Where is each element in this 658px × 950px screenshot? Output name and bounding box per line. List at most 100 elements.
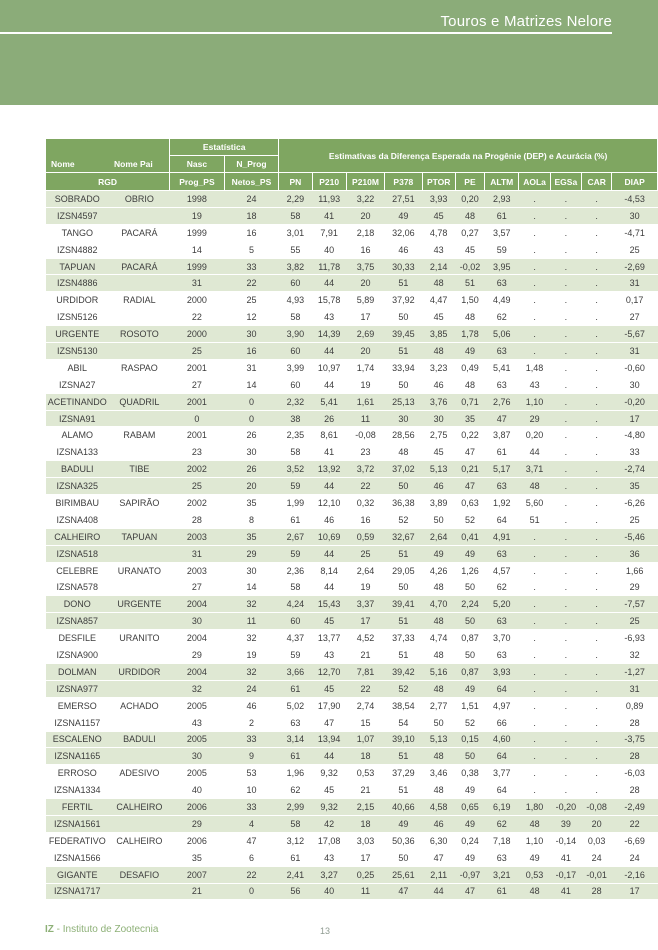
- cell-acc-10: .: [550, 409, 582, 427]
- cell-acc-8: 63: [484, 544, 519, 563]
- cell-dep-10: .: [550, 460, 582, 478]
- cell-acc-12: 24: [611, 848, 658, 867]
- cell-dep-4: 0,32: [346, 494, 385, 512]
- cell-acc-7: 51: [455, 274, 485, 292]
- cell-acc-4: 11: [346, 409, 385, 427]
- cell-dep-5: 37,02: [384, 460, 423, 478]
- cell-acc-8: 59: [484, 240, 519, 259]
- cell-dep-12: -6,93: [611, 629, 658, 647]
- cell-dep-2: 2,99: [278, 798, 313, 816]
- cell-dep-11: .: [581, 494, 612, 512]
- cell-dep-8: 4,57: [484, 561, 519, 579]
- cell-acc-12: 31: [611, 679, 658, 698]
- header-rgd: RGD: [44, 172, 171, 191]
- cell-dep-9: .: [518, 662, 551, 681]
- cell-dep-10: .: [550, 629, 582, 647]
- cell-dep-2: 2,35: [278, 426, 313, 444]
- cell-dep-12: -0,20: [611, 392, 658, 411]
- cell-dep-6: 4,74: [422, 629, 456, 647]
- cell-rgd: IZSNA518: [45, 544, 110, 563]
- cell-acc-3: 44: [312, 544, 347, 563]
- cell-acc-5: 54: [384, 713, 423, 731]
- cell-acc-2: 61: [278, 679, 313, 698]
- animal-acc-row: IZSNA27 27 14 60 44 19 50 46 48 63 43.. 30: [45, 375, 658, 394]
- cell-dep-9: .: [518, 223, 551, 242]
- cell-dep-0: 2006: [169, 798, 225, 816]
- cell-acc-0: 0: [169, 409, 225, 427]
- cell-acc-2: 61: [278, 747, 313, 765]
- cell-nome: ERROSO: [45, 764, 110, 782]
- cell-nome: TAPUAN: [45, 257, 110, 275]
- cell-acc-10: 41: [550, 848, 582, 867]
- table-body: SOBRADO OBRIO 1998 24 2,29 11,93 3,22 27,51 3,93…: [45, 190, 658, 900]
- cell-dep-11: .: [581, 426, 612, 444]
- cell-acc-5: 52: [384, 679, 423, 698]
- cell-acc-0: 29: [169, 646, 225, 664]
- cell-dep-8: 2,93: [484, 190, 519, 208]
- cell-empty: [109, 274, 170, 292]
- cell-dep-10: .: [550, 392, 582, 411]
- cell-acc-11: .: [581, 713, 612, 731]
- cell-dep-1: 32: [224, 595, 279, 613]
- cell-acc-2: 58: [278, 443, 313, 461]
- cell-dep-1: 35: [224, 527, 279, 546]
- cell-dep-4: 2,15: [346, 798, 385, 816]
- cell-rgd: IZSNA578: [45, 578, 110, 596]
- animal-acc-row: IZSNA900 29 19 59 43 21 51 48 50 63... 32: [45, 646, 658, 664]
- cell-dep-8: 3,87: [484, 426, 519, 444]
- cell-dep-4: -0,08: [346, 426, 385, 444]
- cell-dep-2: 3,66: [278, 662, 313, 681]
- animal-dep-row: CALHEIRO TAPUAN 2003 35 2,67 10,69 0,59 32,67 2,…: [45, 527, 658, 546]
- cell-dep-5: 30,33: [384, 257, 423, 275]
- cell-dep-10: -0,14: [550, 831, 582, 850]
- cell-acc-5: 51: [384, 781, 423, 799]
- cell-dep-2: 3,99: [278, 358, 313, 377]
- cell-acc-3: 42: [312, 814, 347, 833]
- cell-dep-10: .: [550, 595, 582, 613]
- animal-acc-row: IZSNA91 0 0 38 26 11 30 30 35 47 29.. 17: [45, 409, 658, 427]
- cell-rgd: IZSNA27: [45, 375, 110, 394]
- cell-dep-9: .: [518, 325, 551, 343]
- cell-dep-12: -6,69: [611, 831, 658, 850]
- cell-dep-7: 2,24: [455, 595, 485, 613]
- cell-dep-9: .: [518, 291, 551, 309]
- cell-dep-8: 3,95: [484, 257, 519, 275]
- cell-dep-3: 8,61: [312, 426, 347, 444]
- cell-dep-3: 7,91: [312, 223, 347, 242]
- cell-dep-11: .: [581, 764, 612, 782]
- cell-acc-6: 46: [422, 814, 456, 833]
- cell-dep-9: .: [518, 561, 551, 579]
- cell-dep-3: 8,14: [312, 561, 347, 579]
- animal-acc-row: IZSNA1157 43 2 63 47 15 54 50 52 66... 28: [45, 713, 658, 731]
- cell-dep-8: 6,19: [484, 798, 519, 816]
- cell-acc-10: .: [550, 375, 582, 394]
- cell-acc-0: 43: [169, 713, 225, 731]
- cell-acc-2: 59: [278, 646, 313, 664]
- cell-acc-0: 27: [169, 375, 225, 394]
- cell-acc-8: 66: [484, 713, 519, 731]
- cell-acc-11: .: [581, 510, 612, 529]
- cell-rgd: IZSNA1717: [45, 882, 110, 900]
- cell-acc-11: .: [581, 747, 612, 765]
- cell-dep-12: -5,46: [611, 527, 658, 546]
- cell-acc-8: 62: [484, 578, 519, 596]
- header-dep-title: Estimativas da Diferença Esperada na Pro…: [278, 138, 658, 173]
- cell-dep-3: 17,90: [312, 696, 347, 715]
- cell-dep-9: .: [518, 696, 551, 715]
- cell-dep-0: 2002: [169, 460, 225, 478]
- animal-dep-row: ERROSO ADESIVO 2005 53 1,96 9,32 0,53 37,29 3,46…: [45, 764, 658, 782]
- cell-dep-7: 1,51: [455, 696, 485, 715]
- cell-acc-12: 31: [611, 274, 658, 292]
- cell-rgd: IZSN4597: [45, 206, 110, 225]
- cell-acc-8: 61: [484, 206, 519, 225]
- cell-dep-5: 27,51: [384, 190, 423, 208]
- cell-acc-4: 22: [346, 477, 385, 495]
- cell-acc-4: 23: [346, 443, 385, 461]
- cell-acc-11: .: [581, 274, 612, 292]
- cell-empty: [109, 814, 170, 833]
- cell-dep-5: 38,54: [384, 696, 423, 715]
- cell-dep-4: 4,52: [346, 629, 385, 647]
- cell-dep-11: .: [581, 257, 612, 275]
- cell-acc-2: 63: [278, 713, 313, 731]
- cell-acc-12: 29: [611, 578, 658, 596]
